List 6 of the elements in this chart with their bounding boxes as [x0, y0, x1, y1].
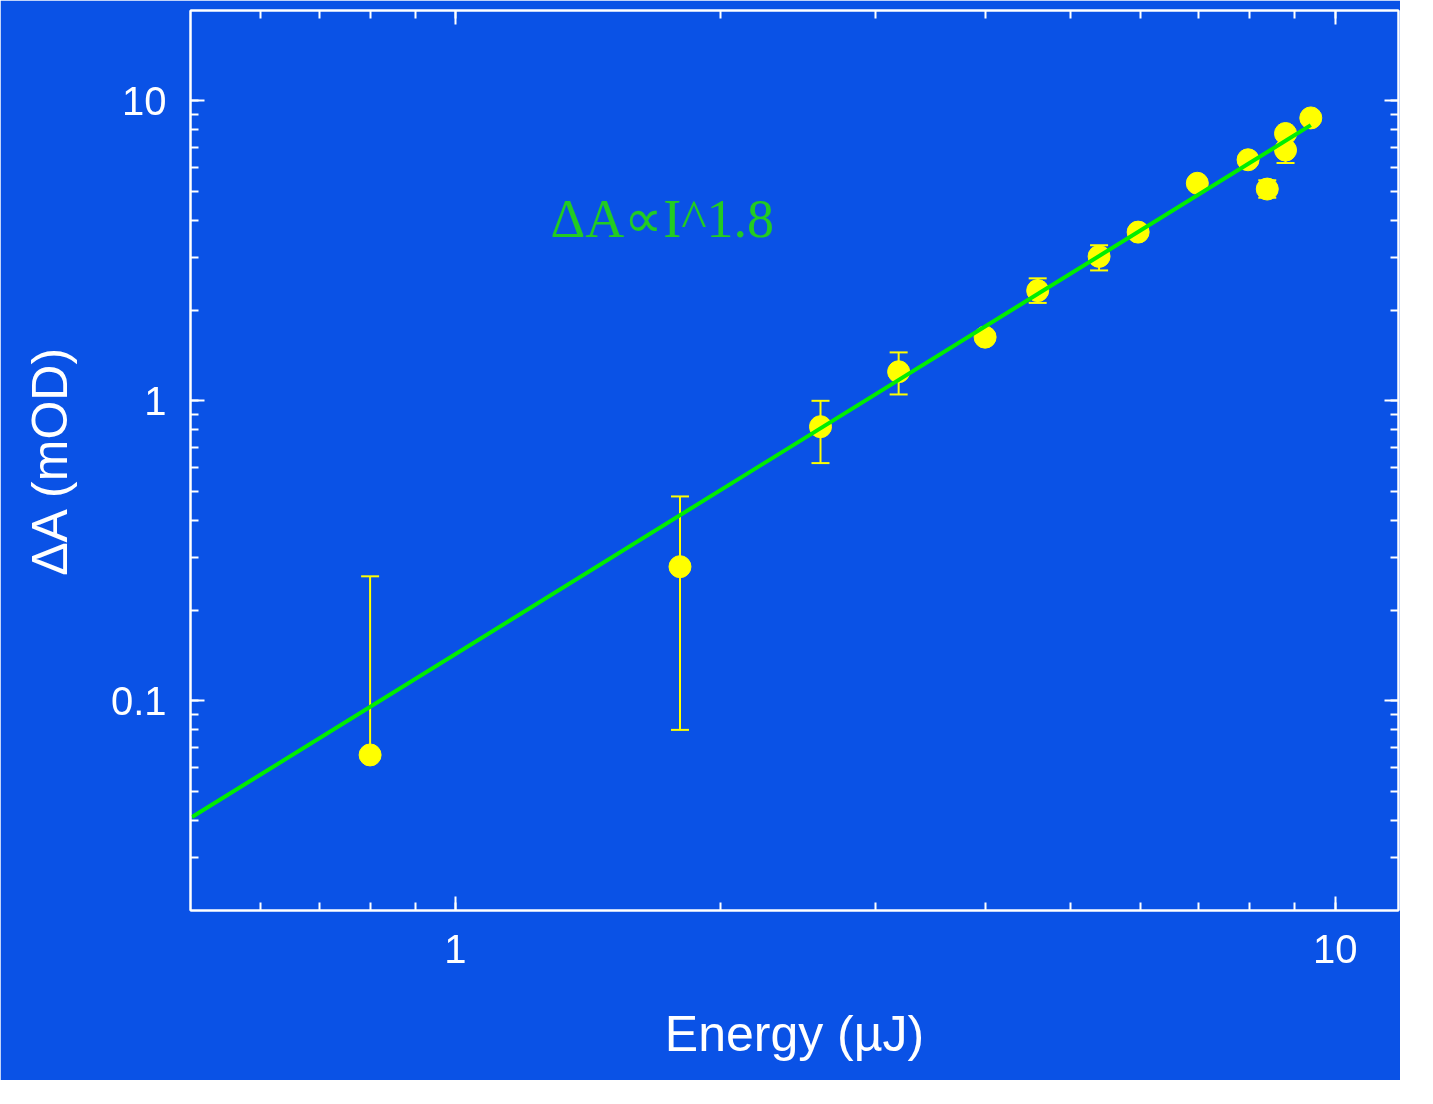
y-tick-label: 10 [122, 78, 167, 123]
annotation: ΔA∝I^1.8 [550, 188, 775, 249]
y-axis-title: ΔA (mOD) [21, 347, 78, 576]
y-tick-label: 1 [144, 378, 167, 423]
x-axis-title: Energy (µJ) [664, 1005, 925, 1062]
y-tick-label: 0.1 [110, 678, 167, 723]
